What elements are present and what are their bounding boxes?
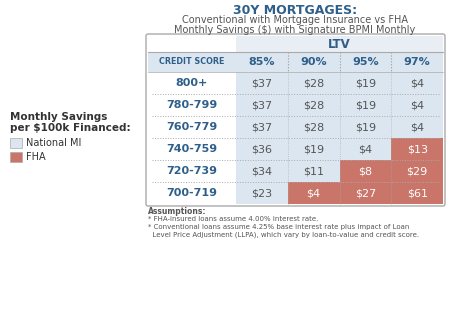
Bar bbox=[391, 94, 443, 116]
Bar bbox=[339, 94, 391, 116]
Text: $11: $11 bbox=[303, 166, 324, 176]
Text: 85%: 85% bbox=[248, 57, 275, 67]
Bar bbox=[288, 116, 339, 138]
Bar bbox=[339, 138, 391, 160]
Text: Assumptions:: Assumptions: bbox=[148, 207, 207, 216]
Bar bbox=[339, 52, 391, 72]
Text: 90%: 90% bbox=[300, 57, 327, 67]
Text: CREDIT SCORE: CREDIT SCORE bbox=[159, 57, 225, 67]
Text: Monthly Savings: Monthly Savings bbox=[10, 112, 108, 122]
Bar bbox=[236, 182, 288, 204]
Text: $4: $4 bbox=[358, 144, 373, 154]
Text: $28: $28 bbox=[303, 100, 324, 110]
Bar bbox=[339, 116, 391, 138]
Bar bbox=[391, 160, 443, 182]
Text: National MI: National MI bbox=[26, 138, 81, 148]
Bar bbox=[148, 52, 236, 72]
Text: 740-759: 740-759 bbox=[166, 144, 217, 154]
Bar bbox=[339, 160, 391, 182]
Bar bbox=[236, 160, 288, 182]
Text: $28: $28 bbox=[303, 78, 324, 88]
Text: 800+: 800+ bbox=[176, 78, 208, 88]
Bar bbox=[236, 52, 288, 72]
Bar bbox=[339, 182, 391, 204]
Text: $4: $4 bbox=[410, 122, 424, 132]
Text: * FHA-insured loans assume 4.00% interest rate.: * FHA-insured loans assume 4.00% interes… bbox=[148, 216, 319, 222]
Text: $23: $23 bbox=[251, 188, 272, 198]
Bar bbox=[288, 72, 339, 94]
Text: FHA: FHA bbox=[26, 152, 45, 162]
Text: 700-719: 700-719 bbox=[166, 188, 217, 198]
Bar bbox=[148, 138, 236, 160]
Text: $19: $19 bbox=[355, 100, 376, 110]
Text: $37: $37 bbox=[251, 100, 272, 110]
Text: $13: $13 bbox=[407, 144, 428, 154]
FancyBboxPatch shape bbox=[146, 34, 445, 206]
Bar bbox=[236, 36, 443, 52]
Bar bbox=[10, 138, 22, 148]
Bar bbox=[391, 182, 443, 204]
Text: LTV: LTV bbox=[328, 38, 351, 51]
Text: * Conventional loans assume 4.25% base interest rate plus impact of Loan: * Conventional loans assume 4.25% base i… bbox=[148, 224, 410, 230]
Bar bbox=[288, 94, 339, 116]
Text: $19: $19 bbox=[355, 78, 376, 88]
Bar bbox=[391, 116, 443, 138]
Bar bbox=[148, 160, 236, 182]
Text: $4: $4 bbox=[410, 100, 424, 110]
Bar bbox=[288, 52, 339, 72]
Text: $29: $29 bbox=[406, 166, 428, 176]
Bar bbox=[236, 72, 288, 94]
Bar bbox=[236, 94, 288, 116]
Text: $36: $36 bbox=[252, 144, 272, 154]
Bar bbox=[148, 94, 236, 116]
Bar bbox=[288, 160, 339, 182]
Text: Conventional with Mortgage Insurance vs FHA: Conventional with Mortgage Insurance vs … bbox=[182, 15, 408, 25]
Text: 30Y MORTGAGES:: 30Y MORTGAGES: bbox=[233, 4, 357, 17]
Bar bbox=[339, 72, 391, 94]
Text: 97%: 97% bbox=[404, 57, 431, 67]
Text: $61: $61 bbox=[407, 188, 428, 198]
Bar bbox=[148, 182, 236, 204]
Text: $4: $4 bbox=[410, 78, 424, 88]
Bar bbox=[391, 138, 443, 160]
Bar bbox=[148, 116, 236, 138]
Text: $37: $37 bbox=[251, 78, 272, 88]
Bar bbox=[236, 116, 288, 138]
Text: $8: $8 bbox=[358, 166, 373, 176]
Text: $19: $19 bbox=[303, 144, 324, 154]
Text: Monthly Savings ($) with Signature BPMI Monthly: Monthly Savings ($) with Signature BPMI … bbox=[175, 25, 416, 35]
Text: $34: $34 bbox=[251, 166, 272, 176]
Text: 760-779: 760-779 bbox=[166, 122, 218, 132]
Bar bbox=[288, 182, 339, 204]
Text: $4: $4 bbox=[306, 188, 321, 198]
Text: Level Price Adjustment (LLPA), which vary by loan-to-value and credit score.: Level Price Adjustment (LLPA), which var… bbox=[148, 232, 419, 238]
Text: 780-799: 780-799 bbox=[166, 100, 218, 110]
Text: $28: $28 bbox=[303, 122, 324, 132]
Bar bbox=[391, 72, 443, 94]
Text: $27: $27 bbox=[355, 188, 376, 198]
Bar bbox=[391, 52, 443, 72]
Bar bbox=[148, 72, 236, 94]
Bar bbox=[288, 138, 339, 160]
Text: $19: $19 bbox=[355, 122, 376, 132]
Text: 720-739: 720-739 bbox=[166, 166, 217, 176]
Bar bbox=[236, 138, 288, 160]
Text: per $100k Financed:: per $100k Financed: bbox=[10, 123, 130, 133]
Bar bbox=[10, 152, 22, 162]
Text: $37: $37 bbox=[251, 122, 272, 132]
Text: 95%: 95% bbox=[352, 57, 379, 67]
